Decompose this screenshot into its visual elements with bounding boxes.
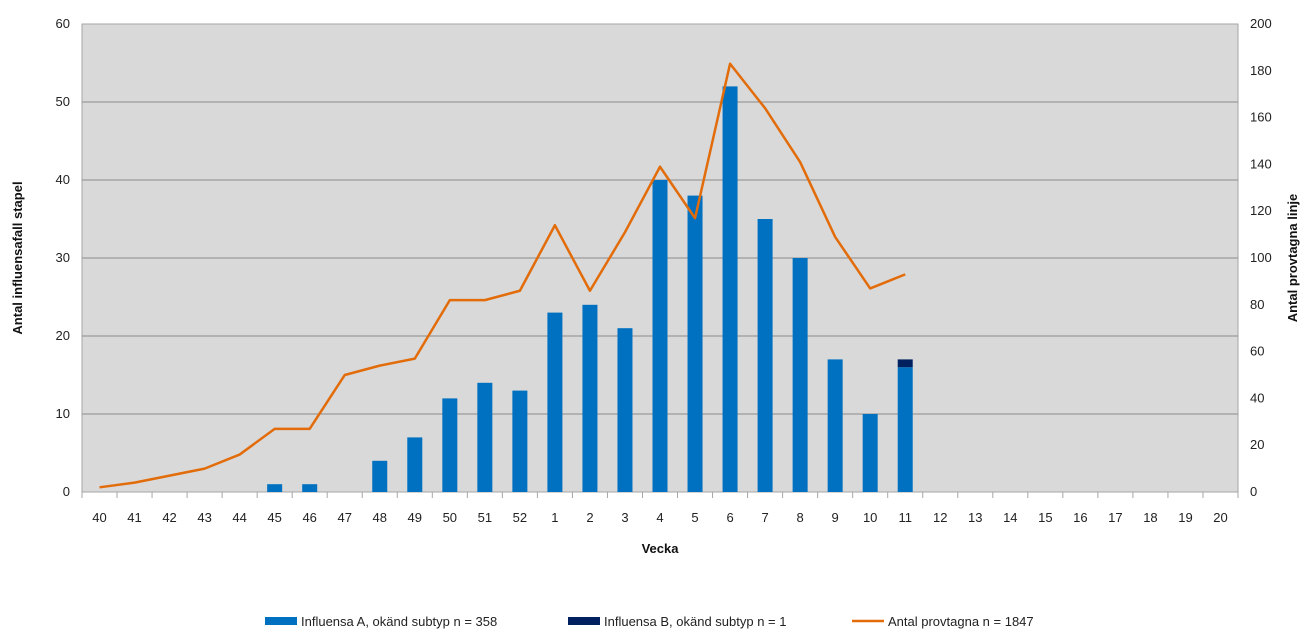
left-tick-label: 60 bbox=[56, 16, 70, 31]
legend-label: Influensa A, okänd subtyp n = 358 bbox=[301, 614, 497, 629]
right-tick-label: 200 bbox=[1250, 16, 1272, 31]
legend: Influensa A, okänd subtyp n = 358 Influen… bbox=[265, 614, 1034, 629]
bar bbox=[512, 390, 528, 492]
x-tick-label: 3 bbox=[621, 510, 628, 525]
x-tick-label: 14 bbox=[1003, 510, 1017, 525]
x-tick-label: 10 bbox=[863, 510, 877, 525]
x-tick-label: 4 bbox=[656, 510, 663, 525]
x-tick-label: 19 bbox=[1178, 510, 1192, 525]
right-tick-label: 60 bbox=[1250, 344, 1264, 359]
right-tick-label: 0 bbox=[1250, 484, 1257, 499]
x-tick-label: 41 bbox=[127, 510, 141, 525]
left-tick-label: 0 bbox=[63, 484, 70, 499]
bar bbox=[757, 219, 773, 492]
x-tick-label: 51 bbox=[478, 510, 492, 525]
x-tick-label: 44 bbox=[232, 510, 246, 525]
x-tick-label: 49 bbox=[408, 510, 422, 525]
right-tick-label: 80 bbox=[1250, 297, 1264, 312]
x-tick-label: 7 bbox=[761, 510, 768, 525]
bar bbox=[267, 484, 283, 492]
bar bbox=[442, 398, 458, 492]
bar bbox=[477, 382, 493, 492]
bar bbox=[862, 414, 878, 492]
bar bbox=[407, 437, 423, 492]
legend-swatch bbox=[265, 617, 297, 625]
right-tick-label: 100 bbox=[1250, 250, 1272, 265]
legend-swatch bbox=[568, 617, 600, 625]
bar bbox=[897, 367, 913, 492]
right-tick-label: 40 bbox=[1250, 390, 1264, 405]
line-series bbox=[99, 62, 906, 489]
x-tick-label: 43 bbox=[197, 510, 211, 525]
bar bbox=[372, 460, 388, 492]
left-tick-label: 30 bbox=[56, 250, 70, 265]
x-tick-label: 17 bbox=[1108, 510, 1122, 525]
bar bbox=[722, 86, 738, 493]
right-axis-ticks: 0 20 40 60 80 100 120 140 160 180 200 bbox=[1250, 16, 1272, 499]
x-tick-label: 6 bbox=[726, 510, 733, 525]
x-tick-label: 9 bbox=[832, 510, 839, 525]
bar bbox=[617, 328, 633, 492]
bar-series bbox=[267, 86, 913, 493]
x-axis-title: Vecka bbox=[642, 541, 680, 556]
x-tick-label: 48 bbox=[373, 510, 387, 525]
x-tick-label: 2 bbox=[586, 510, 593, 525]
x-tick-label: 15 bbox=[1038, 510, 1052, 525]
bar bbox=[547, 312, 563, 492]
x-tick-label: 11 bbox=[898, 510, 912, 525]
x-tick-label: 40 bbox=[92, 510, 106, 525]
right-tick-label: 20 bbox=[1250, 437, 1264, 452]
x-tick-label: 52 bbox=[513, 510, 527, 525]
left-tick-label: 40 bbox=[56, 172, 70, 187]
left-axis-title: Antal influensafall stapel bbox=[10, 181, 25, 334]
right-axis-title: Antal provtagna linje bbox=[1285, 194, 1300, 323]
bar bbox=[302, 484, 318, 492]
x-tick-label: 12 bbox=[933, 510, 947, 525]
x-tick-label: 1 bbox=[551, 510, 558, 525]
left-tick-label: 50 bbox=[56, 94, 70, 109]
bar bbox=[792, 258, 808, 492]
x-axis-ticks: 40 41 42 43 44 45 46 47 48 49 50 51 52 1 2 3 4 5 6 7 8 9 10 11 1… bbox=[81, 492, 1239, 525]
bar bbox=[897, 359, 913, 368]
x-tick-label: 5 bbox=[691, 510, 698, 525]
right-tick-label: 140 bbox=[1250, 156, 1272, 171]
x-tick-label: 18 bbox=[1143, 510, 1157, 525]
x-tick-label: 50 bbox=[443, 510, 457, 525]
bar bbox=[652, 180, 668, 492]
right-tick-label: 180 bbox=[1250, 63, 1272, 78]
x-tick-label: 46 bbox=[302, 510, 316, 525]
line-path bbox=[99, 62, 906, 489]
x-tick-label: 47 bbox=[337, 510, 351, 525]
bar bbox=[687, 195, 703, 492]
bar bbox=[827, 359, 843, 492]
left-axis-ticks: 0 10 20 30 40 50 60 bbox=[56, 16, 70, 499]
x-tick-label: 20 bbox=[1213, 510, 1227, 525]
x-tick-label: 45 bbox=[267, 510, 281, 525]
bar bbox=[582, 304, 598, 492]
left-tick-label: 20 bbox=[56, 328, 70, 343]
left-tick-label: 10 bbox=[56, 406, 70, 421]
right-tick-label: 120 bbox=[1250, 203, 1272, 218]
x-tick-label: 16 bbox=[1073, 510, 1087, 525]
right-tick-label: 160 bbox=[1250, 110, 1272, 125]
x-tick-label: 13 bbox=[968, 510, 982, 525]
legend-label: Influensa B, okänd subtyp n = 1 bbox=[604, 614, 787, 629]
x-tick-label: 8 bbox=[797, 510, 804, 525]
x-tick-label: 42 bbox=[162, 510, 176, 525]
legend-label: Antal provtagna n = 1847 bbox=[888, 614, 1034, 629]
